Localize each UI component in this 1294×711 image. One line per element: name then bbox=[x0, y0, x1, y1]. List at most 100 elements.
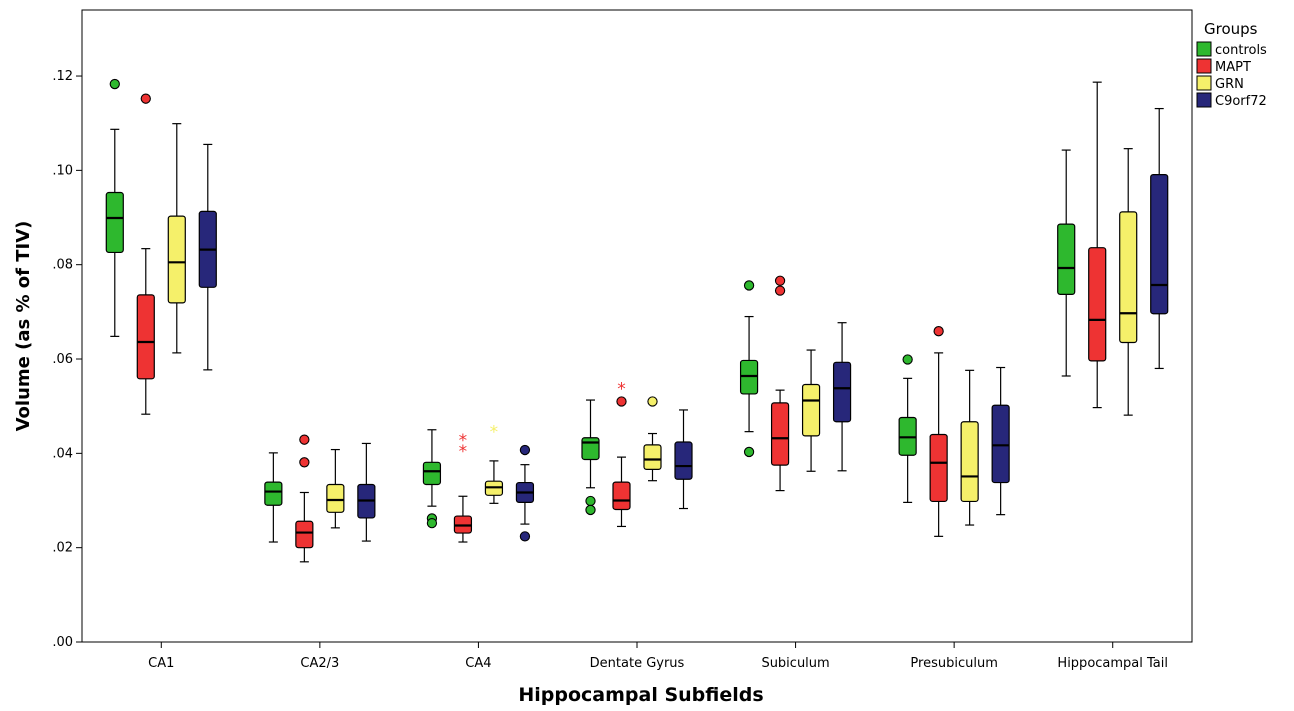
x-tick-label: Dentate Gyrus bbox=[590, 656, 685, 671]
legend-swatch-C9orf72 bbox=[1196, 92, 1212, 108]
outlier-point bbox=[109, 78, 120, 90]
y-tick-label: .12 bbox=[52, 69, 73, 84]
extreme-point: * bbox=[459, 431, 468, 451]
y-tick-label: .08 bbox=[52, 258, 73, 273]
box-MAPT-3: * bbox=[612, 380, 631, 528]
axis-labels-layer: .00 .02 .04 .06 .08 .10 .12 CA1 CA2/3 CA4 Dentate … bbox=[52, 69, 1168, 671]
x-tick-label: Subiculum bbox=[761, 656, 829, 671]
box-C9orf72-4 bbox=[832, 322, 852, 472]
iqr-box bbox=[960, 421, 979, 503]
box-MAPT-4 bbox=[770, 275, 790, 492]
iqr-box bbox=[1057, 223, 1076, 295]
outlier-point bbox=[616, 396, 627, 407]
box-MAPT-1 bbox=[295, 434, 314, 563]
outlier-point bbox=[902, 354, 913, 365]
box-controls-5 bbox=[898, 354, 917, 503]
y-tick-label: .06 bbox=[52, 352, 73, 367]
iqr-box bbox=[612, 481, 631, 511]
plot-frame-layer bbox=[76, 9, 1193, 648]
outlier-point bbox=[140, 93, 151, 104]
iqr-box bbox=[422, 461, 442, 486]
iqr-box bbox=[105, 191, 124, 254]
box-MAPT-6 bbox=[1088, 81, 1107, 409]
box-GRN-5 bbox=[960, 369, 979, 526]
box-MAPT-2: ** bbox=[453, 431, 473, 543]
box-C9orf72-0 bbox=[198, 143, 217, 371]
legend-items: controls MAPT GRN C9orf72 bbox=[1196, 41, 1267, 109]
legend-swatch-controls bbox=[1196, 41, 1212, 57]
box-controls-1 bbox=[264, 452, 283, 543]
box-GRN-6 bbox=[1119, 148, 1138, 416]
box-C9orf72-6 bbox=[1150, 107, 1169, 370]
box-C9orf72-3 bbox=[674, 409, 693, 510]
legend-swatch-GRN bbox=[1196, 75, 1212, 91]
iqr-box bbox=[326, 483, 345, 513]
box-GRN-4 bbox=[801, 349, 821, 472]
outlier-point bbox=[933, 326, 944, 337]
outlier-point bbox=[774, 275, 786, 286]
x-tick-label: CA4 bbox=[465, 656, 491, 671]
iqr-box bbox=[581, 437, 600, 461]
box-C9orf72-2 bbox=[515, 444, 535, 542]
extreme-point: * bbox=[490, 423, 499, 443]
iqr-box bbox=[770, 402, 790, 466]
outlier-point bbox=[647, 396, 658, 407]
x-axis-title: Hippocampal Subfields bbox=[518, 684, 763, 706]
y-tick-label: .02 bbox=[52, 541, 73, 556]
box-marks-layer: **** bbox=[105, 78, 1169, 563]
legend: Groups controls MAPT GRN C9orf72 bbox=[1196, 20, 1267, 109]
iqr-box bbox=[136, 294, 155, 380]
outlier-point bbox=[299, 457, 310, 468]
box-MAPT-5 bbox=[929, 326, 948, 537]
extreme-point: * bbox=[617, 380, 626, 400]
outlier-point bbox=[585, 495, 596, 507]
outlier-point bbox=[519, 444, 531, 456]
y-tick-label: .00 bbox=[52, 635, 73, 650]
iqr-box bbox=[739, 359, 759, 395]
iqr-box bbox=[929, 433, 948, 503]
iqr-box bbox=[674, 441, 693, 480]
legend-swatch-MAPT bbox=[1196, 58, 1212, 74]
x-tick-label: Presubiculum bbox=[910, 656, 997, 671]
iqr-box bbox=[295, 520, 314, 549]
box-controls-4 bbox=[739, 280, 759, 458]
iqr-box bbox=[1150, 174, 1169, 315]
iqr-box bbox=[1088, 247, 1107, 362]
x-tick-label: CA1 bbox=[148, 656, 174, 671]
outlier-point bbox=[743, 446, 755, 458]
iqr-box bbox=[1119, 211, 1138, 344]
legend-label-GRN: GRN bbox=[1215, 77, 1244, 92]
box-MAPT-0 bbox=[136, 93, 155, 415]
box-GRN-1 bbox=[326, 448, 345, 529]
legend-title: Groups bbox=[1204, 20, 1258, 38]
outlier-point bbox=[585, 504, 596, 516]
box-GRN-0 bbox=[167, 123, 186, 354]
box-C9orf72-5 bbox=[991, 366, 1010, 516]
legend-label-controls: controls bbox=[1215, 43, 1267, 58]
box-controls-6 bbox=[1057, 149, 1076, 377]
outlier-point bbox=[743, 280, 755, 291]
x-tick-label: Hippocampal Tail bbox=[1057, 656, 1168, 671]
iqr-box bbox=[264, 481, 283, 506]
y-axis-title: Volume (as % of TIV) bbox=[13, 221, 34, 432]
box-controls-2 bbox=[422, 429, 442, 529]
outlier-point bbox=[299, 434, 310, 445]
plot-frame bbox=[81, 9, 1193, 643]
legend-label-C9orf72: C9orf72 bbox=[1215, 94, 1267, 109]
extreme-point: * bbox=[459, 442, 468, 462]
box-GRN-3 bbox=[643, 396, 662, 482]
outlier-point bbox=[519, 531, 531, 542]
outlier-point bbox=[426, 517, 438, 529]
iqr-box bbox=[832, 361, 852, 423]
box-controls-0 bbox=[105, 78, 124, 337]
iqr-box bbox=[167, 215, 186, 304]
box-C9orf72-1 bbox=[357, 442, 376, 542]
iqr-box bbox=[991, 404, 1010, 484]
y-tick-label: .10 bbox=[52, 163, 73, 178]
y-tick-label: .04 bbox=[52, 446, 73, 461]
box-GRN-2: * bbox=[484, 423, 504, 504]
box-controls-3 bbox=[581, 399, 600, 516]
legend-label-MAPT: MAPT bbox=[1215, 60, 1251, 75]
iqr-box bbox=[643, 444, 662, 470]
